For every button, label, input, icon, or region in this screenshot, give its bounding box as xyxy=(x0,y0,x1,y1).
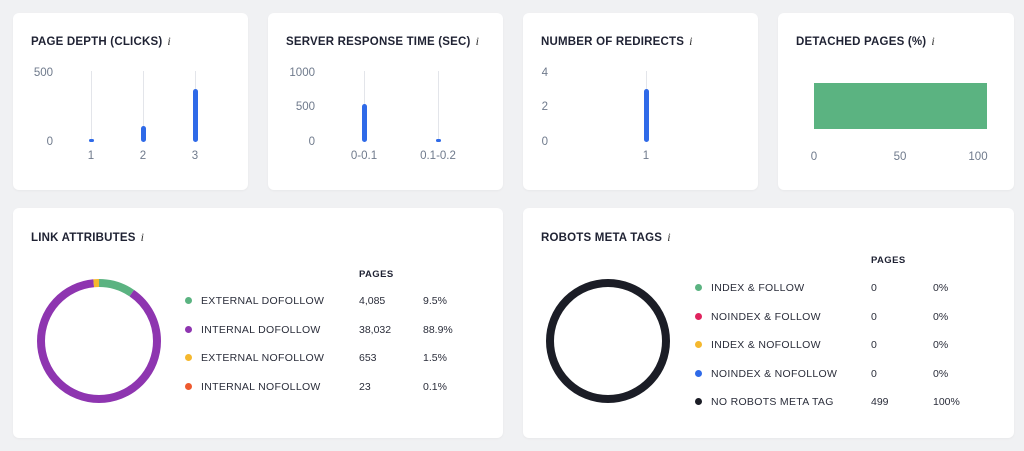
server-response-card: SERVER RESPONSE TIME (SEC) i 1000 500 0 0… xyxy=(268,13,503,190)
pages-column-header: PAGES xyxy=(359,269,394,280)
y-tick: 1000 xyxy=(289,67,315,79)
pages-value: 38,032 xyxy=(359,323,392,336)
x-tick: 2 xyxy=(139,150,147,162)
percent-value: 0% xyxy=(933,282,949,294)
legend-label: NO ROBOTS META TAG xyxy=(711,396,834,408)
x-tick: 1 xyxy=(87,150,95,162)
y-tick: 4 xyxy=(541,67,548,79)
link-attributes-donut xyxy=(37,279,161,403)
info-icon[interactable]: i xyxy=(931,34,935,48)
percent-value: 0% xyxy=(933,367,949,380)
x-tick: 0-0.1 xyxy=(350,150,378,162)
pages-value: 0 xyxy=(871,367,877,380)
x-tick: 100 xyxy=(968,151,988,163)
y-tick: 500 xyxy=(33,67,53,79)
percent-value: 88.9% xyxy=(423,323,453,336)
legend-label: NOINDEX & NOFOLLOW xyxy=(711,367,838,380)
percent-value: 1.5% xyxy=(423,352,447,364)
legend-dot xyxy=(185,325,192,333)
pages-value: 0 xyxy=(871,282,877,294)
page-depth-title: PAGE DEPTH (CLICKS) i xyxy=(31,34,171,48)
robots-meta-donut xyxy=(546,279,670,403)
bar xyxy=(436,139,441,142)
percent-value: 9.5% xyxy=(423,295,447,307)
legend-label: INDEX & NOFOLLOW xyxy=(711,339,821,351)
pages-value: 0 xyxy=(871,339,877,351)
page-depth-card: PAGE DEPTH (CLICKS) i 500 0 1 2 3 xyxy=(13,13,248,190)
percent-value: 0% xyxy=(933,339,949,351)
redirects-title: NUMBER OF REDIRECTS i xyxy=(541,34,693,48)
info-icon[interactable]: i xyxy=(667,230,671,244)
legend-dot xyxy=(695,369,702,377)
bar xyxy=(193,88,198,142)
legend-dot xyxy=(695,312,702,320)
y-tick: 0 xyxy=(308,136,315,148)
pages-value: 499 xyxy=(871,396,889,408)
x-tick: 0 xyxy=(810,151,818,163)
percent-value: 100% xyxy=(933,396,960,408)
legend-label: EXTERNAL NOFOLLOW xyxy=(201,352,325,364)
link-attributes-title: LINK ATTRIBUTES i xyxy=(31,230,145,244)
bar xyxy=(89,139,94,142)
legend-label: INTERNAL DOFOLLOW xyxy=(201,323,321,336)
y-tick: 0 xyxy=(541,136,548,148)
info-icon[interactable]: i xyxy=(475,34,480,48)
grid-line xyxy=(143,71,144,142)
legend-dot xyxy=(185,354,192,361)
redirects-card: NUMBER OF REDIRECTS i 4 2 0 1 xyxy=(523,13,758,190)
server-response-title: SERVER RESPONSE TIME (SEC) i xyxy=(286,34,480,48)
info-icon[interactable]: i xyxy=(167,34,171,48)
grid-line xyxy=(91,71,92,142)
bar xyxy=(141,126,146,142)
x-tick: 50 xyxy=(893,151,907,163)
pages-value: 0 xyxy=(871,310,877,323)
y-tick: 2 xyxy=(541,101,548,113)
percent-value: 0.1% xyxy=(423,380,447,393)
pages-value: 23 xyxy=(359,380,371,393)
link-attributes-card: LINK ATTRIBUTES i PAGES EXTERNAL DOFOLLOW… xyxy=(13,208,503,438)
info-icon[interactable]: i xyxy=(689,34,693,48)
pages-value: 4,085 xyxy=(359,295,386,307)
bar xyxy=(644,88,649,142)
donut-slice xyxy=(546,279,670,403)
detached-title: DETACHED PAGES (%) i xyxy=(796,34,935,48)
robots-meta-title: ROBOTS META TAGS i xyxy=(541,230,671,244)
donut-slice xyxy=(37,279,161,403)
legend-dot xyxy=(185,382,192,390)
y-tick: 500 xyxy=(295,101,315,113)
legend-dot xyxy=(695,341,702,348)
legend-dot xyxy=(695,398,702,405)
robots-meta-card: ROBOTS META TAGS i PAGES INDEX & FOLLOW 0 0… xyxy=(523,208,1014,438)
percent-value: 0% xyxy=(933,310,949,323)
detached-card: DETACHED PAGES (%) i 0 50 100 xyxy=(778,13,1014,190)
grid-line xyxy=(438,71,439,142)
donut-slice xyxy=(37,279,161,403)
x-tick: 0.1-0.2 xyxy=(420,150,456,162)
legend-label: INTERNAL NOFOLLOW xyxy=(201,380,321,393)
legend-dot xyxy=(185,297,192,304)
pages-column-header: PAGES xyxy=(871,255,906,266)
info-icon[interactable]: i xyxy=(140,230,145,244)
legend-label: INDEX & FOLLOW xyxy=(711,282,805,294)
x-tick: 3 xyxy=(191,150,199,162)
bar xyxy=(362,104,367,142)
legend-dot xyxy=(695,284,702,291)
x-tick: 1 xyxy=(642,150,650,162)
y-tick: 0 xyxy=(46,136,53,148)
bar xyxy=(814,83,987,129)
legend-label: EXTERNAL DOFOLLOW xyxy=(201,295,325,307)
pages-value: 653 xyxy=(359,352,377,364)
legend-label: NOINDEX & FOLLOW xyxy=(711,310,821,323)
